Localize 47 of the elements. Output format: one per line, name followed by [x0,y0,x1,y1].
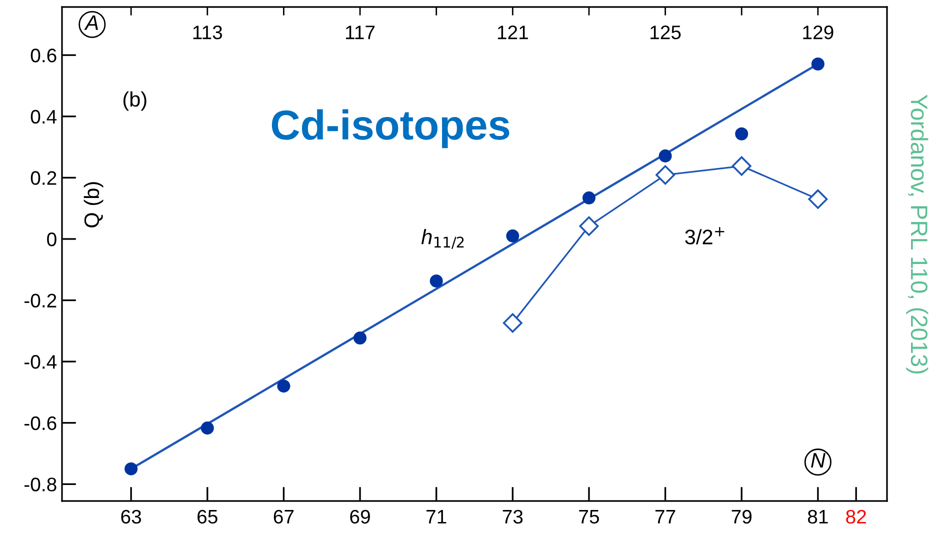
x-tick-label: 71 [426,510,446,524]
x2-tick-label: 129 [803,26,834,40]
x-tick-label: 69 [350,510,370,524]
point [430,274,443,288]
point [811,57,824,71]
x-tick-label: 67 [274,510,294,524]
point [735,127,748,140]
point [732,156,752,176]
point [506,229,520,242]
point [124,462,138,476]
y-tick-label: -0.8 [24,478,56,492]
point [277,380,290,393]
annotation: A [84,16,98,30]
series-label: h$_{11/2}$ [421,228,464,249]
point [579,216,599,236]
point [354,331,367,344]
annotation: Cd-isotopes [272,109,510,148]
point [502,313,522,333]
x-tick-label: 65 [198,510,218,524]
x-tick-label: 82 [846,510,866,524]
y-tick-label: -0.4 [24,355,57,369]
x-tick-label: 79 [732,510,752,524]
x2-tick-label: 125 [650,26,681,40]
point [658,149,672,162]
annotation: (b) [123,91,146,111]
point [808,189,828,209]
x2-tick-label: 113 [193,26,222,40]
x-tick-label: 81 [808,510,828,524]
point [656,165,676,185]
text: 3/2$^{+}$ [685,227,724,244]
point [582,191,596,204]
y-axis-title: Q (b) [84,182,104,228]
y-tick-label: -0.6 [24,416,56,430]
x-tick-label: 63 [121,510,142,524]
x2-tick-label: 121 [498,26,528,40]
point [200,422,214,435]
x-tick-label: 73 [502,510,523,524]
x2-tick-label: 117 [346,26,375,40]
text: Yordanov, PRL 110, (2013) [906,94,928,374]
y-tick-label: 0 [47,232,56,246]
x-tick-label: 75 [579,510,599,524]
y-tick-label: 0.2 [30,171,56,185]
y-tick-label: 0.4 [30,110,57,124]
annotation: N [811,453,826,468]
y-tick-label: 0.6 [30,48,56,62]
y-tick-label: -0.2 [24,294,56,308]
x-tick-label: 77 [655,510,676,524]
